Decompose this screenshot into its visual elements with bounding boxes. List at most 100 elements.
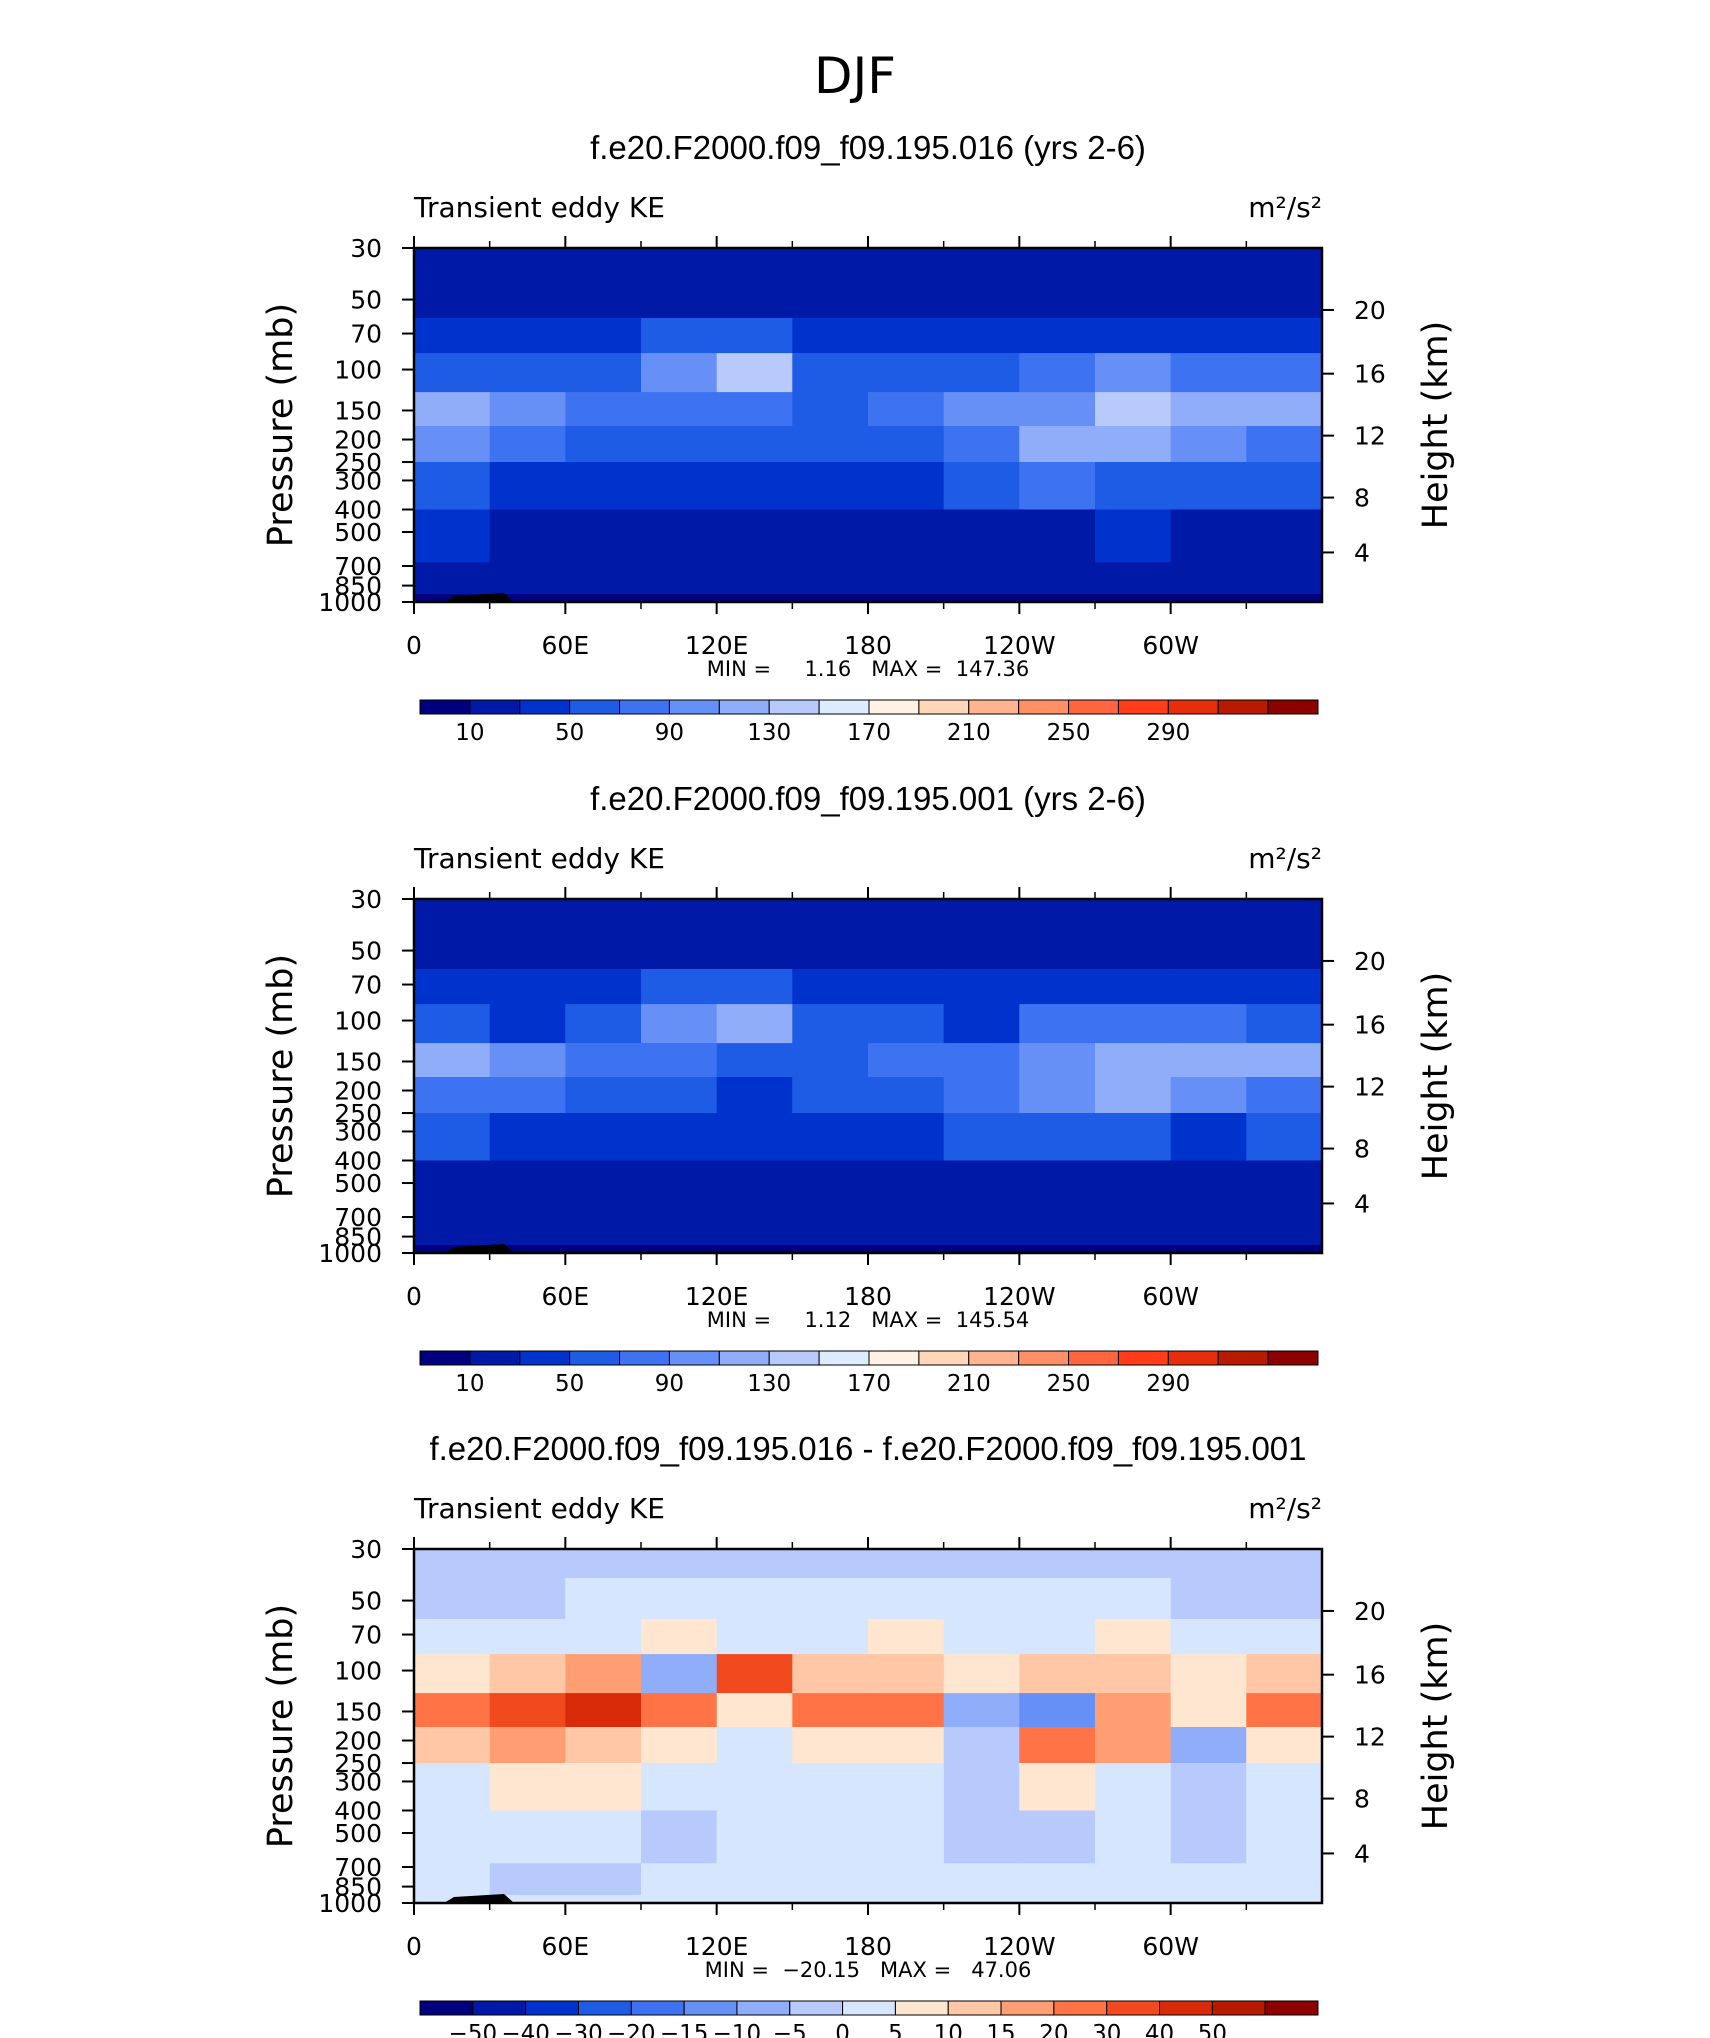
heatmap-cell — [489, 1763, 566, 1811]
heatmap-cell — [1170, 1619, 1247, 1655]
heatmap-cell — [868, 509, 945, 563]
x-tick-label: 0 — [406, 1282, 422, 1311]
colorbar-label: 0 — [835, 2021, 850, 2038]
heatmap-cell — [792, 928, 869, 970]
heatmap-cell — [414, 1549, 491, 1579]
colorbar-swatch — [1167, 1350, 1219, 1366]
heatmap-cell — [868, 1863, 945, 1896]
colorbar-swatch — [968, 699, 1020, 715]
heatmap-cell — [1246, 426, 1323, 463]
heatmap-cell — [1246, 594, 1323, 603]
x-tick-label: 60E — [542, 1932, 590, 1961]
heatmap-cell — [489, 969, 566, 1005]
colorbar-swatch — [519, 1350, 571, 1366]
heatmap-cell — [489, 353, 566, 393]
colorbar-swatch — [569, 699, 621, 715]
heatmap-cell — [1170, 1693, 1247, 1728]
heatmap-cell — [414, 509, 491, 563]
y-tick-label: 300 — [334, 1117, 382, 1146]
heatmap-cell — [414, 353, 491, 393]
y-tick-label: 150 — [334, 396, 382, 425]
y-tick-label: 1000 — [318, 1239, 382, 1268]
y-tick-label: 250 — [334, 1749, 382, 1778]
heatmap-cell — [716, 392, 793, 427]
colorbar-swatch — [1264, 2000, 1319, 2016]
y-tick-label: 30 — [350, 234, 382, 263]
heatmap-cell — [1095, 899, 1172, 929]
colorbar-label: 210 — [947, 720, 991, 746]
heatmap-cell — [489, 562, 566, 595]
heatmap-cell — [1019, 1763, 1096, 1811]
heatmap-cell — [414, 318, 491, 354]
heatmap-cell — [489, 1619, 566, 1655]
heatmap-cell — [943, 1863, 1020, 1896]
heatmap-cell — [1170, 353, 1247, 393]
heatmap-cell — [414, 277, 491, 319]
y-tick-label: 500 — [334, 1169, 382, 1198]
heatmap-cell — [489, 1160, 566, 1214]
y2-tick-label: 12 — [1354, 1073, 1386, 1102]
heatmap-cell — [641, 562, 718, 595]
colorbar-label: 210 — [947, 1371, 991, 1397]
heatmap-cell — [1170, 462, 1247, 510]
colorbar-label: 170 — [847, 720, 891, 746]
heatmap-cell — [641, 1895, 718, 1904]
heatmap-cell — [943, 969, 1020, 1005]
colorbar: 10 50 90 130 170 210 250 290 — [419, 1350, 1319, 1397]
heatmap-cell — [868, 1549, 945, 1579]
heatmap-field — [414, 248, 1323, 603]
heatmap-cell — [489, 509, 566, 563]
colorbar-swatch — [842, 2000, 896, 2016]
heatmap-cell — [641, 462, 718, 510]
heatmap-cell — [1246, 1763, 1323, 1811]
heatmap-cell — [792, 426, 869, 463]
heatmap-cell — [1246, 462, 1323, 510]
y-axis-label: Pressure (mb) — [261, 303, 301, 547]
colorbar-swatch — [947, 2000, 1002, 2016]
heatmap-cell — [1170, 1213, 1247, 1246]
heatmap-cell — [716, 1245, 793, 1254]
x-tick-label: 0 — [406, 1932, 422, 1961]
heatmap-cell — [868, 426, 945, 463]
colorbar-swatch — [894, 2000, 949, 2016]
colorbar-label: 130 — [747, 1371, 791, 1397]
heatmap-cell — [1095, 1693, 1172, 1728]
heatmap-cell — [1246, 1693, 1323, 1728]
heatmap-cell — [1170, 1043, 1247, 1078]
heatmap-cell — [414, 562, 491, 595]
heatmap-cell — [1095, 1578, 1172, 1620]
y2-axis-label: Height (km) — [1416, 972, 1456, 1181]
colorbar-swatch — [419, 2000, 474, 2016]
heatmap-cell — [641, 248, 718, 278]
heatmap-cell — [1246, 1895, 1323, 1904]
colorbar-label: 15 — [986, 2021, 1015, 2038]
panel-title: f.e20.F2000.f09_f09.195.001 (yrs 2-6) — [590, 780, 1146, 817]
heatmap-cell — [1246, 1160, 1323, 1214]
heatmap-cell — [1246, 1727, 1323, 1764]
min-max-stats: MIN = −20.15 MAX = 47.06 — [705, 1958, 1032, 1982]
heatmap-cell — [1246, 969, 1323, 1005]
heatmap-cell — [565, 899, 642, 929]
heatmap-cell — [943, 1654, 1020, 1694]
colorbar-label: 250 — [1047, 720, 1091, 746]
y-tick-label: 250 — [334, 448, 382, 477]
colorbar-label: 90 — [655, 1371, 684, 1397]
heatmap-cell — [868, 462, 945, 510]
colorbar-label: −10 — [713, 2021, 762, 2038]
heatmap-cell — [792, 562, 869, 595]
heatmap-cell — [1246, 1654, 1323, 1694]
heatmap-cell — [716, 1619, 793, 1655]
heatmap-cell — [1170, 426, 1247, 463]
colorbar-label: −5 — [773, 2021, 807, 2038]
heatmap-cell — [641, 1763, 718, 1811]
heatmap-cell — [641, 318, 718, 354]
heatmap-cell — [1246, 1619, 1323, 1655]
heatmap-cell — [1095, 392, 1172, 427]
heatmap-cell — [1170, 928, 1247, 970]
heatmap-cell — [716, 594, 793, 603]
colorbar-swatch — [818, 1350, 870, 1366]
heatmap-cell — [1095, 509, 1172, 563]
heatmap-cell — [1019, 928, 1096, 970]
colorbar-label: 90 — [655, 720, 684, 746]
heatmap-cell — [868, 1619, 945, 1655]
